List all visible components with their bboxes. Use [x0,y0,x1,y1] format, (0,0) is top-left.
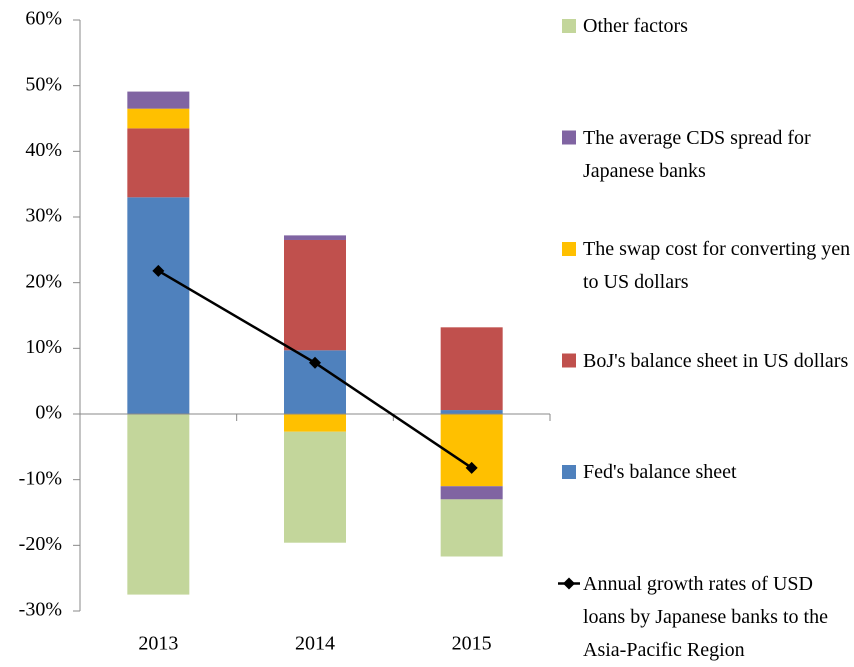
legend-swatch [562,19,576,33]
bar [127,128,190,198]
line-marker [309,356,321,369]
legend-label: Annual growth rates of USD loans by Japa… [583,572,828,661]
bar [127,91,190,109]
bar [440,410,503,414]
legend-label: Fed's balance sheet [583,461,737,483]
x-tick-label: 2014 [295,633,335,655]
line-marker [152,264,165,277]
legend-label: BoJ's balance sheet in US dollars [583,349,849,372]
legend-marker [563,577,575,590]
y-tick-label: 30% [25,205,62,227]
y-tick-label: 10% [25,336,62,358]
x-tick-label: 2013 [138,633,178,655]
y-tick-label: 50% [25,73,62,95]
legend-swatch [562,465,576,479]
y-tick-label: -30% [19,599,62,621]
bar [284,239,346,351]
bar [440,499,503,557]
bar [127,108,190,129]
y-tick-label: 40% [25,139,62,161]
bar [127,197,190,414]
y-tick-label: -10% [19,467,62,489]
x-tick-label: 2015 [452,633,492,655]
legend-label: The swap cost for converting yen to US d… [583,238,851,293]
y-tick-label: 0% [35,402,62,424]
bar [284,414,346,432]
y-tick-label: -20% [19,533,62,555]
legend-swatch [562,130,576,145]
y-tick-label: 20% [25,270,62,292]
legend-swatch [562,353,576,368]
legend-swatch [562,242,576,256]
bar [284,235,346,240]
legend-label: Other factors [583,15,688,37]
bar [440,327,503,411]
y-tick-label: 60% [25,8,62,30]
bar [440,414,503,487]
bar [284,431,346,543]
legend-label: The average CDS spread for Japanese bank… [583,126,811,182]
bar [440,486,503,500]
line-marker [465,461,478,474]
bar [127,414,190,595]
